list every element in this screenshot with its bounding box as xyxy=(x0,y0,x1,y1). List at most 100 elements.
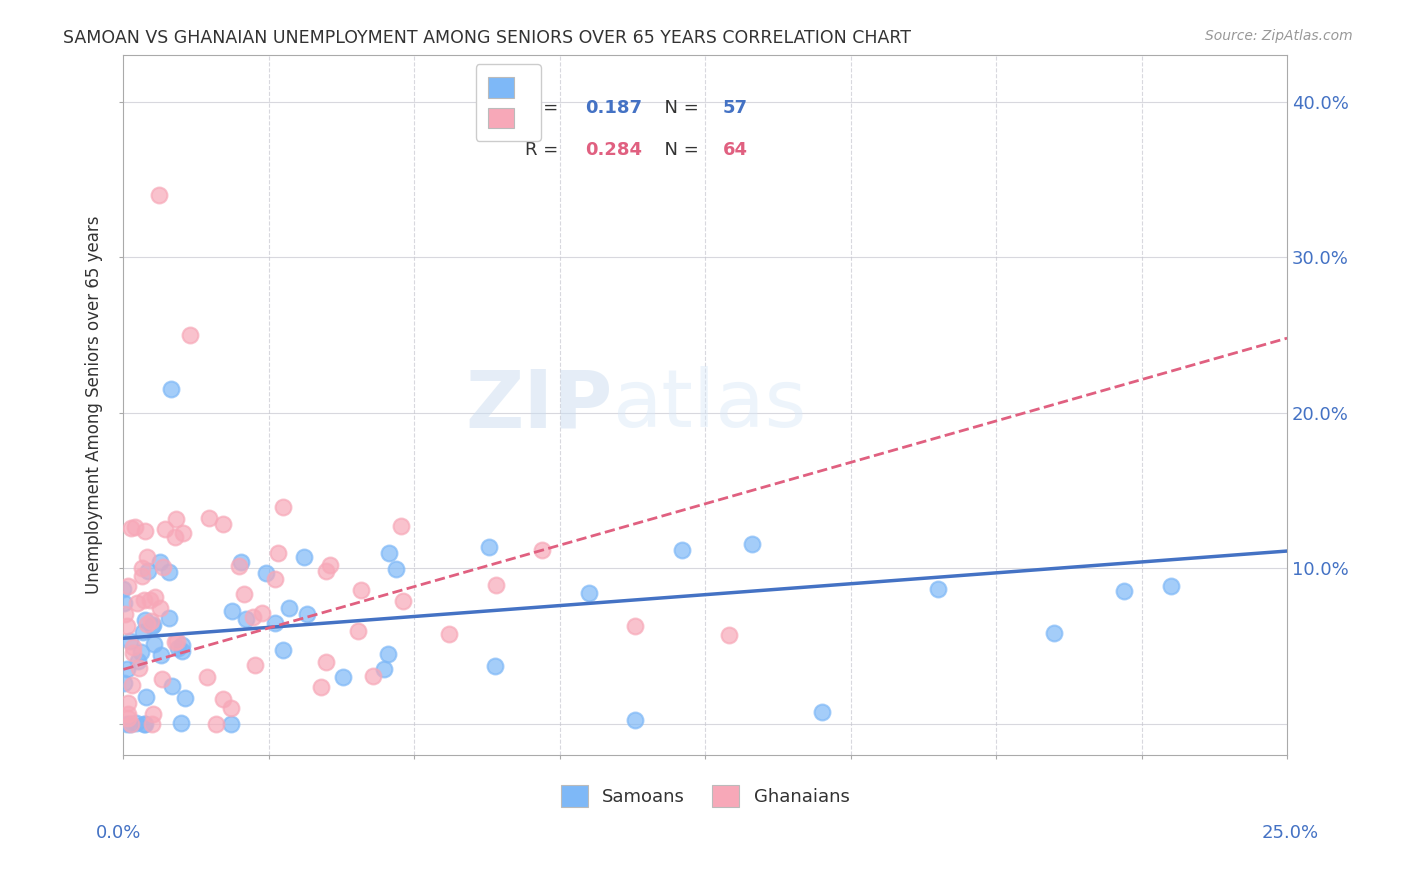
Point xyxy=(117,706,139,721)
Point xyxy=(219,700,242,714)
Point xyxy=(198,510,221,524)
Point xyxy=(172,644,194,658)
Text: Source: ZipAtlas.com: Source: ZipAtlas.com xyxy=(1205,29,1353,43)
Point xyxy=(243,657,266,672)
Point xyxy=(149,600,172,615)
Point xyxy=(927,582,949,596)
Point xyxy=(132,592,155,607)
Point xyxy=(125,716,148,731)
Point xyxy=(115,716,138,731)
Point xyxy=(377,546,399,560)
Text: 64: 64 xyxy=(723,141,748,159)
Point xyxy=(315,656,337,670)
Point xyxy=(162,679,184,693)
Point xyxy=(235,612,257,626)
Point xyxy=(578,586,600,600)
Point xyxy=(295,607,318,621)
Point xyxy=(117,711,139,725)
Text: 0.187: 0.187 xyxy=(585,98,643,117)
Point xyxy=(624,713,647,727)
Text: 0.0%: 0.0% xyxy=(96,824,141,842)
Point xyxy=(124,520,146,534)
Point xyxy=(118,716,141,731)
Point xyxy=(350,582,373,597)
Point xyxy=(1160,579,1182,593)
Point xyxy=(121,678,143,692)
Point xyxy=(117,579,139,593)
Point xyxy=(165,512,187,526)
Text: R =: R = xyxy=(524,98,564,117)
Point xyxy=(278,601,301,615)
Point xyxy=(157,565,180,579)
Point xyxy=(157,611,180,625)
Point xyxy=(377,647,399,661)
Point xyxy=(136,565,159,579)
Point xyxy=(373,662,395,676)
Point xyxy=(267,546,290,560)
Point xyxy=(172,638,194,652)
Point xyxy=(150,648,173,662)
Point xyxy=(127,654,149,668)
Point xyxy=(132,624,155,639)
Point xyxy=(179,328,201,343)
Point xyxy=(332,670,354,684)
Point xyxy=(221,604,243,618)
Point xyxy=(211,516,233,531)
Point xyxy=(136,616,159,631)
Point xyxy=(346,624,368,638)
Text: atlas: atlas xyxy=(612,366,807,444)
Point xyxy=(624,618,647,632)
Point xyxy=(136,550,159,565)
Point xyxy=(242,609,264,624)
Text: N =: N = xyxy=(652,141,704,159)
Point xyxy=(671,543,693,558)
Point xyxy=(129,645,152,659)
Point xyxy=(485,578,508,592)
Point xyxy=(139,614,162,628)
Point xyxy=(134,716,156,731)
Y-axis label: Unemployment Among Seniors over 65 years: Unemployment Among Seniors over 65 years xyxy=(86,216,103,594)
Point xyxy=(142,706,165,721)
Point xyxy=(361,669,384,683)
Point xyxy=(143,637,166,651)
Text: SAMOAN VS GHANAIAN UNEMPLOYMENT AMONG SENIORS OVER 65 YEARS CORRELATION CHART: SAMOAN VS GHANAIAN UNEMPLOYMENT AMONG SE… xyxy=(63,29,911,46)
Point xyxy=(134,613,156,627)
Point xyxy=(484,658,506,673)
Point xyxy=(163,635,186,649)
Point xyxy=(391,594,413,608)
Point xyxy=(128,661,150,675)
Point xyxy=(160,383,183,397)
Point xyxy=(131,569,153,583)
Point xyxy=(173,691,195,706)
Point xyxy=(264,615,287,630)
Point xyxy=(1043,625,1066,640)
Point xyxy=(112,596,135,610)
Point xyxy=(139,592,162,607)
Text: 25.0%: 25.0% xyxy=(1261,824,1319,842)
Point xyxy=(120,521,142,535)
Point xyxy=(118,634,141,648)
Point xyxy=(319,558,342,572)
Point xyxy=(273,500,295,514)
Point xyxy=(115,663,138,677)
Point xyxy=(254,566,277,580)
Text: N =: N = xyxy=(652,98,704,117)
Point xyxy=(115,619,138,633)
Point xyxy=(142,618,165,632)
Point xyxy=(531,543,554,558)
Point xyxy=(131,561,153,575)
Point xyxy=(810,705,832,719)
Point xyxy=(439,626,461,640)
Point xyxy=(229,556,252,570)
Point xyxy=(170,716,193,731)
Point xyxy=(141,618,163,632)
Point xyxy=(271,643,294,657)
Point xyxy=(167,640,190,655)
Point xyxy=(309,680,332,694)
Point xyxy=(155,522,177,536)
Point xyxy=(143,591,166,605)
Point xyxy=(134,524,156,538)
Point xyxy=(741,537,763,551)
Point xyxy=(389,519,412,533)
Legend: Samoans, Ghanaians: Samoans, Ghanaians xyxy=(551,776,859,816)
